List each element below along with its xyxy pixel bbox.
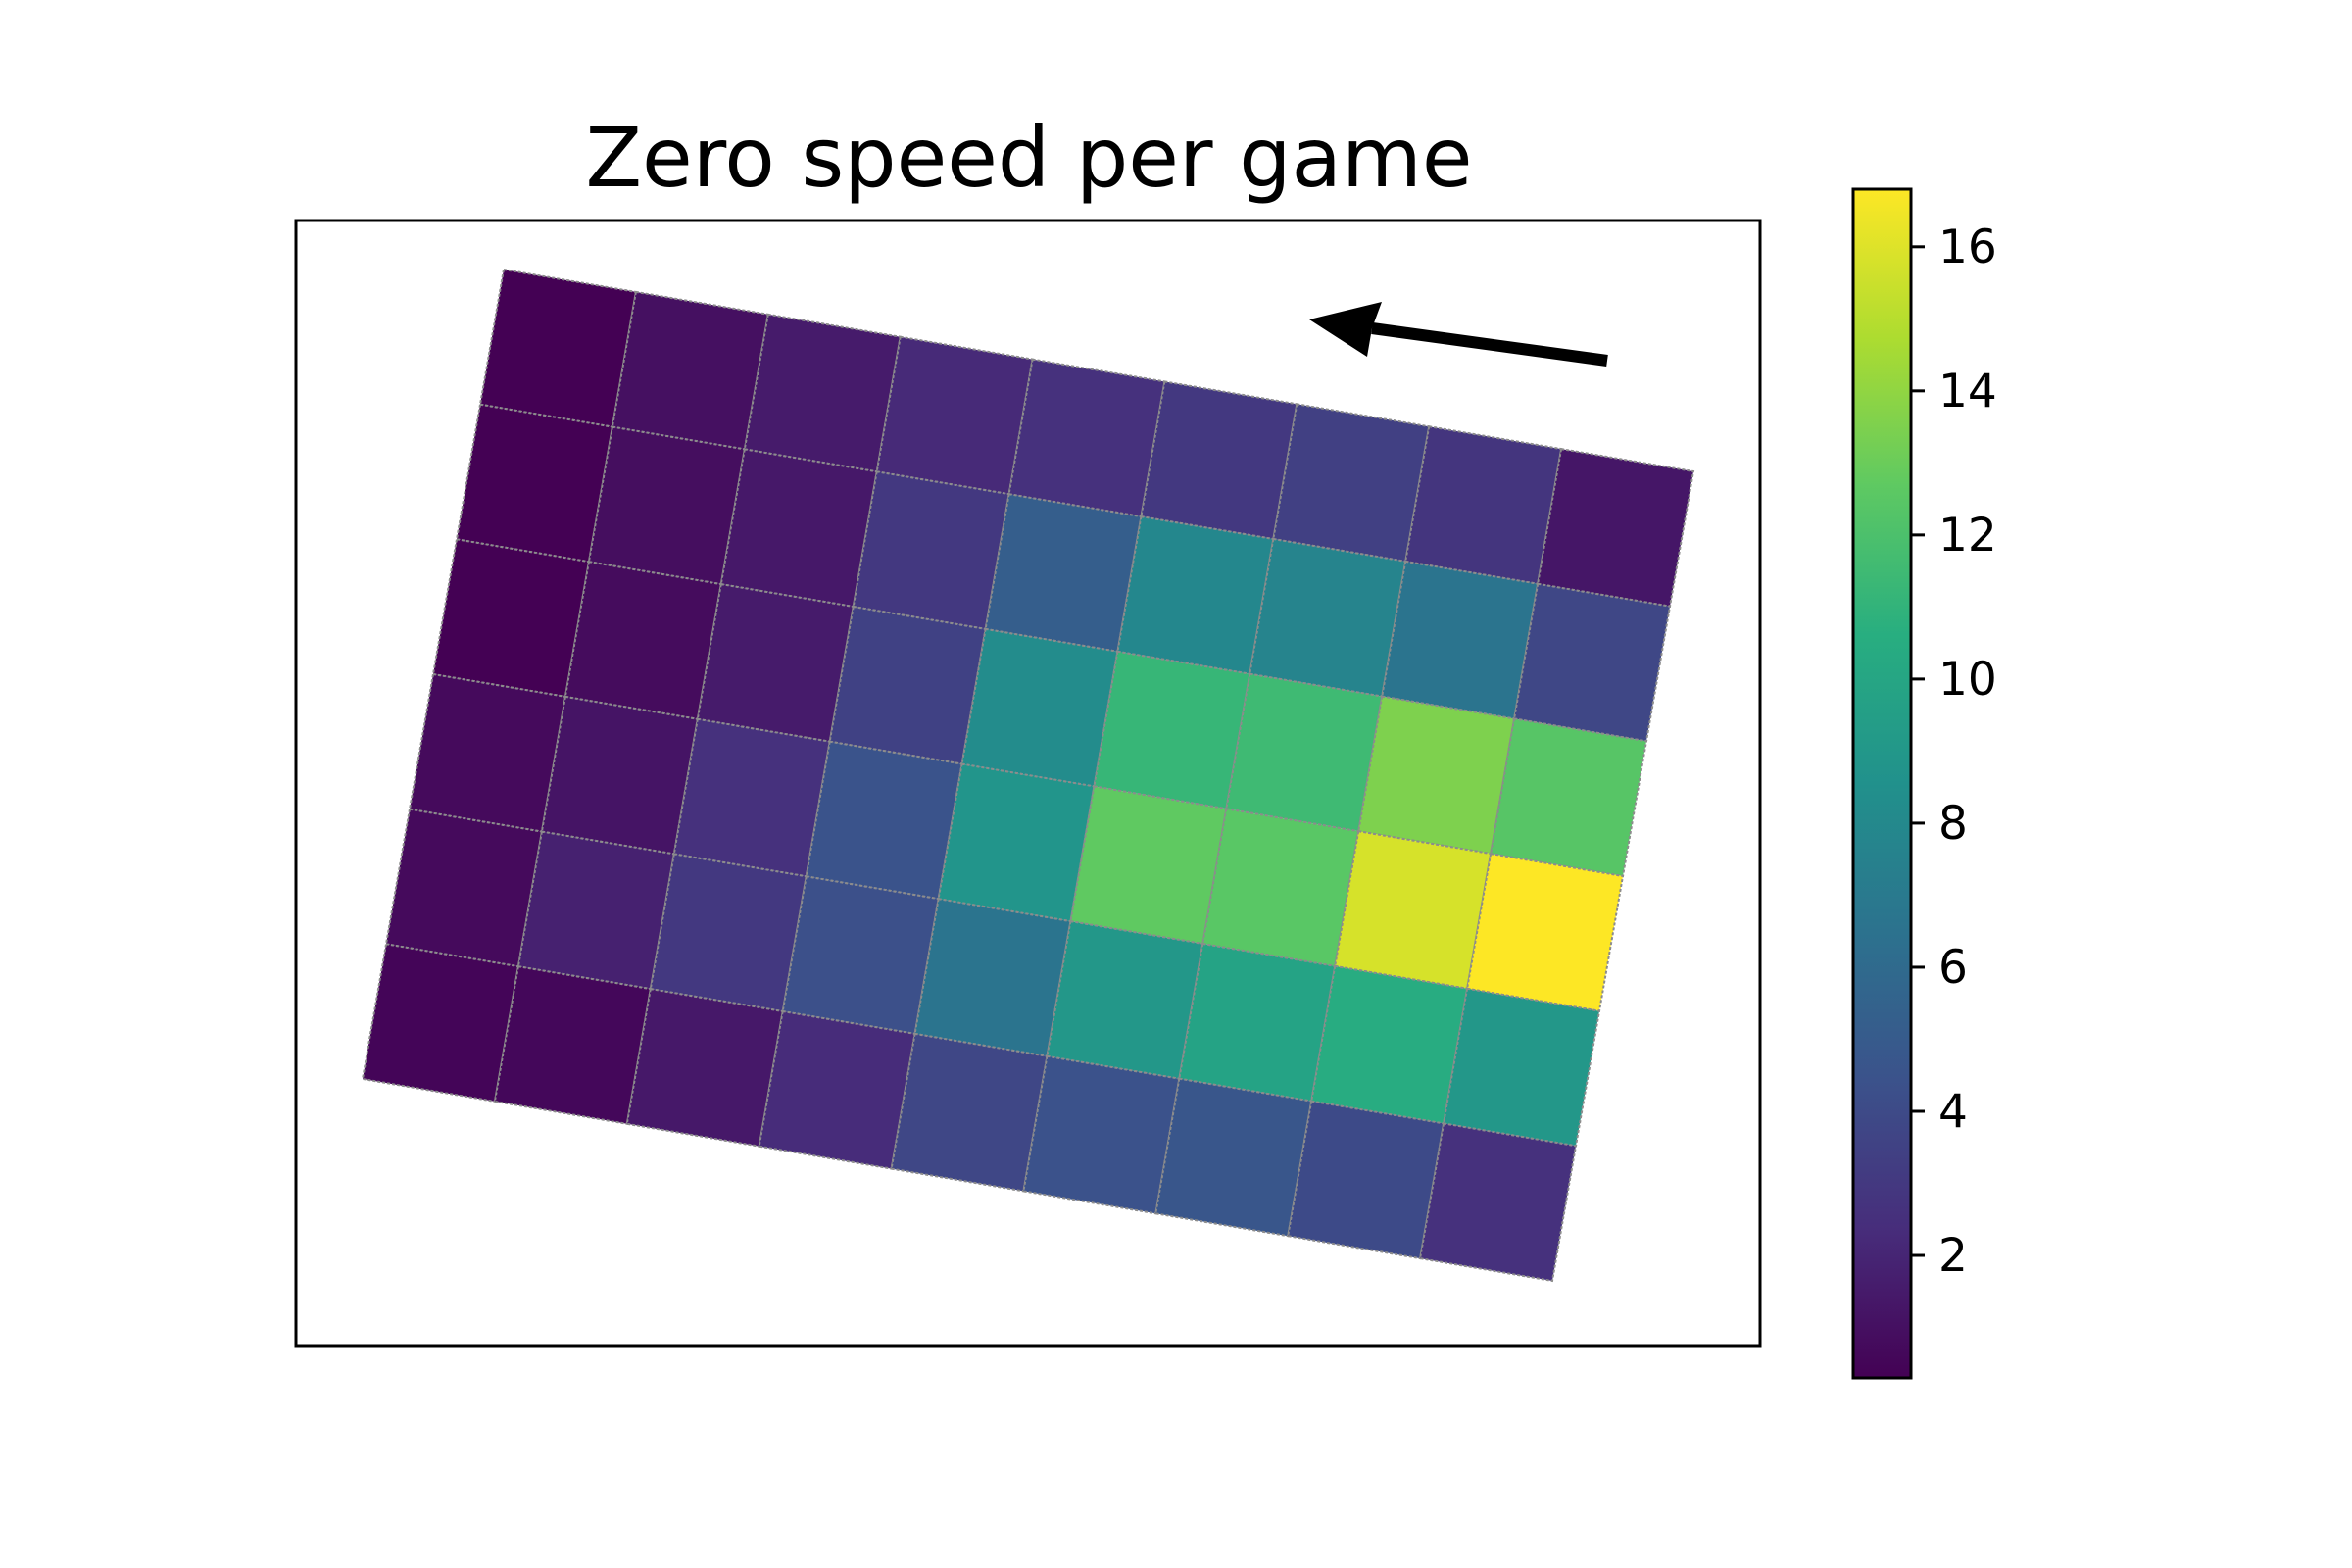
- heatmap-cell: [875, 335, 1034, 496]
- heatmap-cell: [805, 740, 963, 901]
- heatmap-cell: [960, 627, 1119, 788]
- heatmap-cell: [913, 898, 1072, 1057]
- heatmap-cell: [1007, 358, 1166, 518]
- colorbar-tick-label: 8: [1938, 797, 1968, 851]
- heatmap-cell: [937, 762, 1096, 923]
- direction-arrow: [1309, 302, 1608, 367]
- heatmap-cell: [719, 448, 878, 609]
- heatmap-cell: [1536, 447, 1695, 608]
- heatmap-cells: [361, 268, 1695, 1283]
- heatmap-cell: [828, 605, 987, 765]
- heatmap-cell: [1310, 964, 1469, 1125]
- heatmap-cell: [1178, 942, 1337, 1102]
- heatmap-cell: [672, 717, 831, 878]
- heatmap-cell: [1418, 1122, 1578, 1283]
- heatmap-cell: [587, 425, 746, 586]
- heatmap-cell: [1512, 582, 1672, 743]
- heatmap-cell: [1093, 650, 1251, 810]
- heatmap-cell: [408, 672, 567, 833]
- heatmap-cell: [696, 582, 855, 743]
- heatmap-cell: [1225, 672, 1384, 833]
- heatmap-cell: [1140, 380, 1298, 541]
- colorbar-tick-label: 14: [1938, 365, 1997, 418]
- heatmap-cell: [1272, 403, 1431, 564]
- plot-area-frame: [294, 219, 1762, 1348]
- heatmap-cell: [478, 268, 638, 428]
- heatmap-cell: [1116, 514, 1275, 675]
- heatmap-cell: [1489, 717, 1648, 878]
- heatmap-cell: [455, 403, 614, 564]
- heatmap-cell: [1046, 919, 1204, 1080]
- heatmap-cell: [1442, 987, 1601, 1148]
- heatmap-cell: [984, 493, 1143, 653]
- chart-title: Zero speed per game: [585, 110, 1472, 206]
- heatmap-cell: [1201, 808, 1360, 968]
- colorbar-tick-label: 4: [1938, 1085, 1968, 1139]
- heatmap-cell: [1334, 830, 1493, 990]
- heatmap-cell: [649, 853, 808, 1013]
- heatmap-cell: [1154, 1077, 1313, 1238]
- heatmap-cell: [1022, 1054, 1181, 1215]
- heatmap-cell: [743, 313, 902, 473]
- colorbar: [1851, 187, 1913, 1380]
- heatmap-cell: [1381, 560, 1540, 720]
- heatmap-cell: [758, 1009, 916, 1170]
- heatmap-cell: [1069, 785, 1228, 946]
- heatmap-cell: [1357, 695, 1516, 856]
- heatmap-cell: [611, 290, 769, 451]
- heatmap-cell: [890, 1032, 1049, 1193]
- heatmap-cell: [1249, 537, 1407, 698]
- colorbar-ticks: 2 4 6 8 10 12 14 16: [1911, 220, 1997, 1283]
- heatmap-cell: [564, 561, 722, 720]
- colorbar-tick-label: 12: [1938, 509, 1997, 563]
- heatmap-cell: [852, 470, 1010, 631]
- heatmap-cell: [625, 987, 784, 1148]
- colorbar-tick-label: 10: [1938, 653, 1997, 707]
- colorbar-tick-label: 16: [1938, 220, 1997, 274]
- heatmap-cell: [516, 830, 675, 991]
- heatmap-cell: [384, 808, 544, 968]
- heatmap-cell: [540, 695, 699, 856]
- colorbar-tick-label: 6: [1938, 941, 1968, 995]
- colorbar-tick-label: 2: [1938, 1229, 1968, 1283]
- heatmap-cell: [493, 965, 652, 1125]
- heatmap-cell: [781, 875, 940, 1036]
- heatmap-cell: [1287, 1100, 1446, 1260]
- heatmap-cell: [431, 538, 591, 699]
- heatmap-cell: [361, 943, 520, 1103]
- heatmap-cell: [1404, 425, 1563, 585]
- heatmap-cell: [1465, 852, 1625, 1012]
